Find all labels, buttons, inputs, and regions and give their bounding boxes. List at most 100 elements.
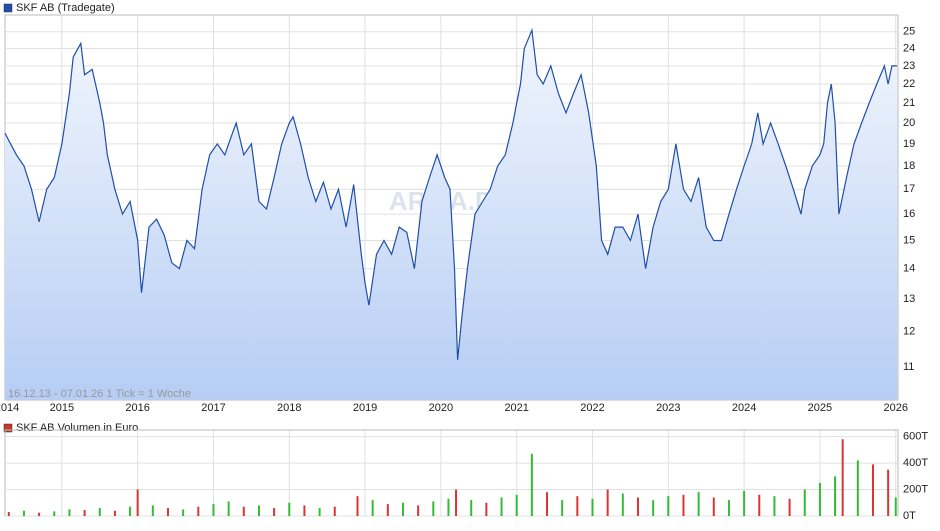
y-tick-label: 22 xyxy=(903,78,915,90)
volume-bar xyxy=(871,464,874,516)
volume-bar xyxy=(401,502,404,516)
volume-bar xyxy=(166,508,169,516)
volume-bar xyxy=(288,502,291,516)
price-line xyxy=(4,27,898,360)
volume-bar xyxy=(470,500,473,516)
volume-bar xyxy=(727,500,730,516)
y-tick-label: 16 xyxy=(903,208,915,220)
y-tick-label: 24 xyxy=(903,42,915,54)
volume-bar xyxy=(447,498,450,516)
x-tick-label: 2020 xyxy=(429,402,453,414)
volume-bar xyxy=(242,506,245,516)
x-tick-label: 2018 xyxy=(277,402,301,414)
volume-bar xyxy=(83,510,86,516)
legend-swatch xyxy=(3,3,13,13)
volume-bar xyxy=(652,500,655,516)
legend-label: SKF AB (Tradegate) xyxy=(16,2,115,14)
volume-bar xyxy=(53,511,56,516)
volume-bar xyxy=(257,505,260,516)
volume-bar xyxy=(318,508,321,516)
footnote: 16.12.13 - 07.01.26 1 Tick = 1 Woche xyxy=(8,388,191,400)
y-tick-label: 0T xyxy=(903,510,916,522)
volume-bar xyxy=(591,498,594,516)
volume-bar xyxy=(98,508,101,516)
volume-bar xyxy=(417,505,420,516)
volume-bar xyxy=(818,482,821,516)
y-tick-label: 23 xyxy=(903,60,915,72)
y-tick-label: 25 xyxy=(903,26,915,38)
x-tick-label: 2026 xyxy=(883,402,907,414)
x-tick-label: 2023 xyxy=(656,402,680,414)
volume-bar xyxy=(197,506,200,516)
x-tick-label: 2016 xyxy=(125,402,149,414)
y-tick-label: 19 xyxy=(903,138,915,150)
volume-bar xyxy=(621,493,624,516)
volume-bar xyxy=(758,494,761,516)
volume-bar xyxy=(212,504,215,516)
x-tick-label: 2014 xyxy=(0,402,19,414)
volume-bar xyxy=(606,489,609,516)
volume-bar xyxy=(530,453,533,516)
x-tick-label: 2017 xyxy=(201,402,225,414)
x-tick-label: 2022 xyxy=(580,402,604,414)
volume-bar xyxy=(113,510,116,516)
volume-bar xyxy=(182,509,185,516)
volume-bar xyxy=(887,469,890,516)
volume-bar xyxy=(38,512,41,516)
volume-bar xyxy=(803,489,806,516)
plot-frame xyxy=(4,429,899,517)
volume-bar xyxy=(743,490,746,516)
volume-bar xyxy=(636,497,639,516)
legend-swatch xyxy=(3,423,13,433)
y-tick-label: 11 xyxy=(903,361,914,373)
volume-bar xyxy=(667,496,670,516)
y-tick-label: 200T xyxy=(903,483,928,495)
volume-bar xyxy=(356,496,359,516)
y-tick-label: 400T xyxy=(903,457,928,469)
volume-bar xyxy=(773,496,776,516)
volume-bar xyxy=(151,505,154,516)
volume-bar xyxy=(136,489,139,516)
volume-bar xyxy=(561,500,564,516)
volume-bar xyxy=(303,505,306,516)
x-tick-label: 2021 xyxy=(504,402,528,414)
volume-bar xyxy=(788,498,791,516)
volume-bar xyxy=(7,512,10,516)
volume-bar xyxy=(546,492,549,516)
volume-bar xyxy=(894,497,897,516)
x-tick-label: 2024 xyxy=(732,402,756,414)
y-tick-label: 21 xyxy=(903,97,915,109)
y-tick-label: 15 xyxy=(903,234,915,246)
volume-bar xyxy=(500,497,503,516)
x-tick-label: 2015 xyxy=(50,402,74,414)
volume-bar xyxy=(129,506,132,516)
volume-bar xyxy=(333,506,336,516)
volume-bar xyxy=(576,496,579,516)
y-tick-label: 13 xyxy=(903,293,915,305)
volume-bar xyxy=(371,500,374,516)
volume-bar xyxy=(682,494,685,516)
volume-bar xyxy=(697,492,700,516)
y-tick-label: 14 xyxy=(903,263,915,275)
volume-bar xyxy=(834,476,837,516)
volume-bar xyxy=(841,439,844,516)
y-tick-label: 18 xyxy=(903,160,915,172)
y-tick-label: 12 xyxy=(903,326,915,338)
volume-bar xyxy=(273,508,276,516)
y-tick-label: 600T xyxy=(903,431,928,443)
volume-bar xyxy=(386,504,389,516)
y-tick-label: 20 xyxy=(903,117,915,129)
volume-bar xyxy=(455,489,458,516)
volume-bar xyxy=(432,501,435,516)
volume-bar xyxy=(856,460,859,516)
volume-bar xyxy=(227,501,230,516)
x-tick-label: 2025 xyxy=(808,402,832,414)
volume-bar xyxy=(68,509,71,516)
x-tick-label: 2019 xyxy=(353,402,377,414)
volume-bar xyxy=(485,502,488,516)
y-tick-label: 17 xyxy=(903,183,915,195)
volume-bar xyxy=(712,497,715,516)
volume-bar xyxy=(22,510,25,516)
